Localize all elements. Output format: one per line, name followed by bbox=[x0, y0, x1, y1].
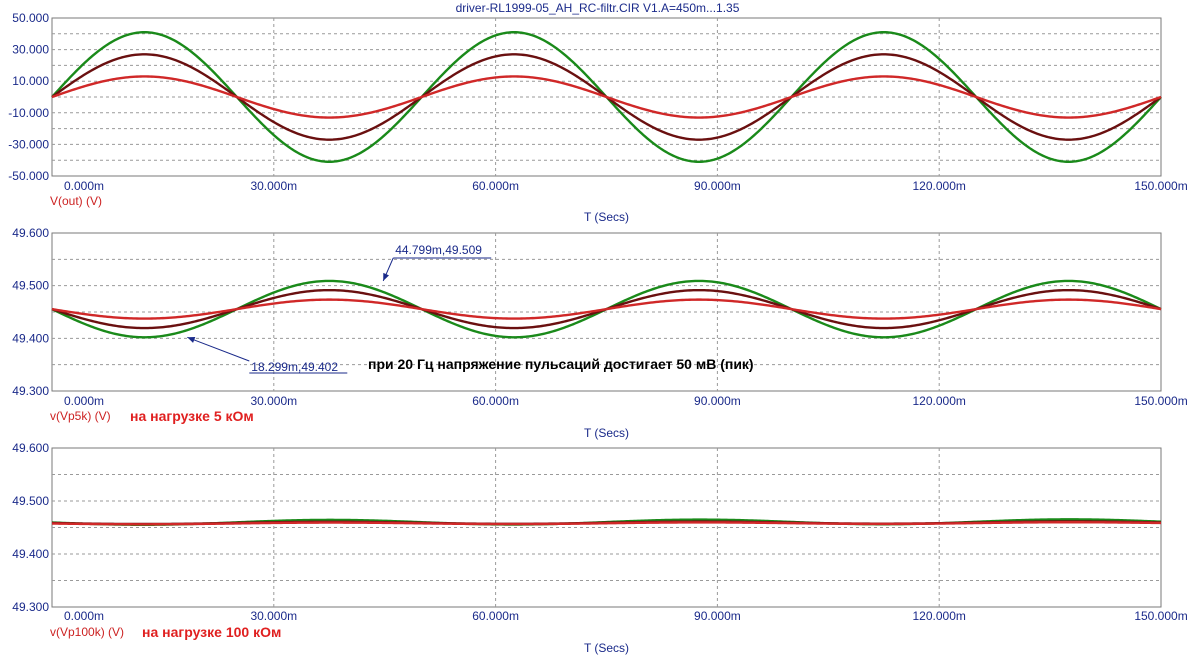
x-tick-label: 150.000m bbox=[1134, 179, 1187, 193]
x-tick-label: 120.000m bbox=[913, 394, 966, 408]
y-tick-label: 50.000 bbox=[12, 11, 49, 25]
x-tick-label: 0.000m bbox=[64, 394, 104, 408]
x-tick-label: 0.000m bbox=[64, 179, 104, 193]
x-tick-label: 90.000m bbox=[694, 609, 741, 623]
x-axis-label: T (Secs) bbox=[584, 641, 629, 655]
x-tick-label: 90.000m bbox=[694, 394, 741, 408]
y-axis-label: v(Vp100k) (V) bbox=[50, 625, 124, 639]
x-tick-label: 30.000m bbox=[250, 394, 297, 408]
x-tick-label: 30.000m bbox=[250, 179, 297, 193]
x-tick-label: 60.000m bbox=[472, 609, 519, 623]
plot-panel-2: 49.600 49.500 49.400 49.300 0.000m 30.000m 60.… bbox=[12, 226, 1187, 440]
y-tick-label: 30.000 bbox=[12, 43, 49, 57]
y-tick-label: -10.000 bbox=[8, 106, 49, 120]
load-note: на нагрузке 5 кОм bbox=[130, 408, 254, 424]
x-tick-label: 60.000m bbox=[472, 179, 519, 193]
y-tick-label: -50.000 bbox=[8, 169, 49, 183]
load-note: на нагрузке 100 кОм bbox=[142, 624, 281, 640]
x-axis-label: T (Secs) bbox=[584, 426, 629, 440]
y-tick-label: 49.400 bbox=[12, 547, 49, 561]
x-axis-label: T (Secs) bbox=[584, 210, 629, 224]
y-tick-label: 49.500 bbox=[12, 494, 49, 508]
y-tick-label: 49.400 bbox=[12, 331, 49, 345]
x-tick-label: 120.000m bbox=[913, 179, 966, 193]
y-tick-label: 49.600 bbox=[12, 441, 49, 455]
x-tick-label: 120.000m bbox=[913, 609, 966, 623]
cursor-value-label: 18.299m,49.402 bbox=[251, 360, 338, 374]
x-tick-label: 60.000m bbox=[472, 394, 519, 408]
series-line-red bbox=[51, 75, 1162, 119]
y-axis-label: V(out) (V) bbox=[50, 194, 102, 208]
window-title: driver-RL1999-05_AH_RC-filtr.CIR V1.A=45… bbox=[455, 1, 740, 15]
ripple-note: при 20 Гц напряжение пульсаций достигает… bbox=[368, 356, 754, 372]
x-tick-label: 0.000m bbox=[64, 609, 104, 623]
y-tick-label: 49.300 bbox=[12, 600, 49, 614]
cursor-arrow bbox=[187, 337, 196, 343]
plot-panel-3: 49.600 49.500 49.400 49.300 0.000m 30.000m 60.… bbox=[12, 441, 1187, 655]
y-tick-label: -30.000 bbox=[8, 137, 49, 151]
y-tick-label: 10.000 bbox=[12, 74, 49, 88]
y-tick-label: 49.300 bbox=[12, 384, 49, 398]
x-tick-label: 90.000m bbox=[694, 179, 741, 193]
x-tick-label: 150.000m bbox=[1134, 609, 1187, 623]
cursor-arrow bbox=[383, 272, 390, 281]
y-tick-label: 49.500 bbox=[12, 279, 49, 293]
y-axis-label: v(Vp5k) (V) bbox=[50, 409, 111, 423]
y-tick-label: 49.600 bbox=[12, 226, 49, 240]
x-tick-label: 30.000m bbox=[250, 609, 297, 623]
cursor-leader-line bbox=[187, 336, 250, 362]
series-line-red bbox=[51, 298, 1162, 320]
x-tick-label: 150.000m bbox=[1134, 394, 1187, 408]
cursor-value-label: 44.799m,49.509 bbox=[395, 243, 482, 257]
series-line-red bbox=[51, 521, 1162, 526]
plot-panel-1: 50.000 30.000 10.000 -10.000 -30.000 -50.000 0… bbox=[8, 11, 1187, 224]
